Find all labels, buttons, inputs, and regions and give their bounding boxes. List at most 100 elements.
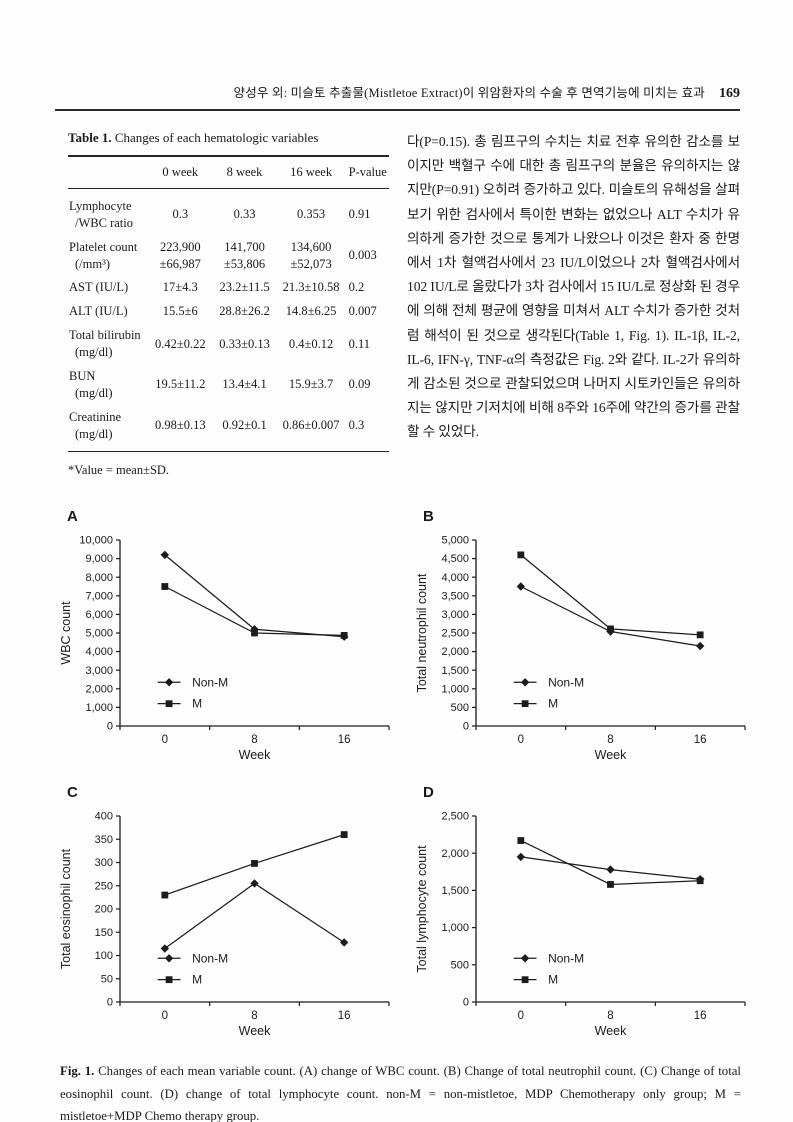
cell-pvalue: 0.003 (348, 248, 377, 263)
legend-label: M (192, 697, 202, 711)
x-axis-title: Week (239, 748, 271, 762)
body-text-column: 다(P=0.15). 총 림프구의 수치는 치료 전후 유의한 감소를 보이지만… (407, 130, 740, 478)
svg-text:8: 8 (607, 1010, 613, 1022)
row-label: Lymphocyte/WBC ratio (69, 198, 133, 230)
cell-value: 15.9±3.7 (288, 377, 334, 392)
svg-text:0: 0 (107, 721, 113, 733)
lymphocyte-count-chart: 0 500 1,000 1,500 2,000 2,500 0 8 16 Week Total ly… (414, 804, 766, 1048)
svg-text:300: 300 (95, 857, 113, 869)
col-header-variable (68, 154, 149, 189)
panel-label-b: B (423, 508, 434, 526)
svg-text:16: 16 (338, 734, 351, 746)
svg-text:3,000: 3,000 (85, 665, 113, 677)
row-label: ALT (IU/L) (69, 304, 128, 319)
svg-text:0: 0 (463, 997, 469, 1009)
panel-label-c: C (67, 784, 78, 802)
chart-panel-c: C 0 50 100 150 200 250 300 350 400 0 8 16 Week Total … (58, 784, 410, 1048)
cell-value: 28.8±26.2 (219, 304, 270, 319)
header-rule (55, 109, 740, 111)
chart-panel-b: B 0 500 1,000 1,500 2,000 2,500 3,000 3,500 4,00… (414, 508, 766, 772)
cell-value: 0.33 (233, 207, 256, 222)
chart-panel-a: A 0 1,000 2,000 3,000 4,000 5,000 6,000 7,000 8,… (58, 508, 410, 772)
cell-value: 141,700 ±53,806 (223, 239, 266, 271)
legend-label: Non-M (192, 676, 228, 690)
cell-value: 134,600 ±52,073 (290, 239, 332, 271)
hematologic-table: 0 week 8 week 16 week P-value Lymphocyte… (68, 154, 389, 453)
table-body: Lymphocyte/WBC ratio 0.3 0.33 0.353 0.91 Plat… (68, 188, 389, 453)
cell-value: 0.353 (297, 207, 326, 222)
cell-value: 223,900 ±66,987 (159, 239, 201, 271)
cell-pvalue: 0.007 (348, 304, 377, 319)
table-title-text: Changes of each hematologic variables (114, 130, 319, 145)
chart-svg: 0 1,000 2,000 3,000 4,000 5,000 6,000 7,000 8,00… (59, 535, 390, 762)
svg-text:400: 400 (95, 811, 113, 823)
table-footnote: *Value = mean±SD. (68, 463, 170, 478)
table-row: Total bilirubin (mg/dl) 0.42±0.22 0.33±0.13… (68, 324, 389, 365)
svg-text:0: 0 (107, 997, 113, 1009)
running-title: 양성우 외: 미슬토 추출물(Mistletoe Extract)이 위암환자의… (233, 86, 705, 100)
cell-value: 23.2±11.5 (219, 280, 270, 295)
svg-text:100: 100 (95, 950, 113, 962)
page-number: 169 (719, 86, 740, 101)
svg-text:1,500: 1,500 (441, 885, 469, 897)
col-header-pvalue: P-value (345, 154, 389, 189)
svg-text:1,000: 1,000 (441, 684, 469, 696)
svg-text:16: 16 (338, 1010, 351, 1022)
figure-caption-label: Fig. 1. (60, 1064, 95, 1079)
svg-text:4,500: 4,500 (441, 554, 469, 566)
svg-text:8: 8 (607, 734, 613, 746)
figure-caption: Fig. 1. Changes of each mean variable co… (60, 1060, 741, 1122)
cell-value: 0.33±0.13 (219, 336, 270, 351)
row-label: Platelet count (/mm³) (69, 239, 138, 271)
y-axis-title: WBC count (59, 601, 73, 665)
y-axis-title: Total eosinophil count (59, 849, 73, 970)
svg-text:500: 500 (451, 702, 469, 714)
chart-svg: 0 50 100 150 200 250 300 350 400 0 8 16 Week Total eo… (59, 811, 390, 1038)
svg-text:9,000: 9,000 (85, 554, 113, 566)
row-label: BUN (mg/dl) (69, 368, 113, 400)
svg-text:6,000: 6,000 (85, 609, 113, 621)
svg-text:5,000: 5,000 (441, 535, 469, 547)
legend-label: M (548, 973, 558, 987)
svg-text:3,000: 3,000 (441, 609, 469, 621)
svg-text:8: 8 (251, 734, 257, 746)
svg-text:250: 250 (95, 881, 113, 893)
table-row: BUN (mg/dl) 19.5±11.2 13.4±4.1 15.9±3.7 0.09 (68, 364, 389, 405)
svg-text:5,000: 5,000 (85, 628, 113, 640)
table-title-label: Table 1. (68, 130, 112, 145)
svg-text:0: 0 (162, 1010, 168, 1022)
svg-text:16: 16 (694, 734, 707, 746)
svg-text:50: 50 (101, 974, 113, 986)
svg-text:0: 0 (162, 734, 168, 746)
legend-label: M (192, 973, 202, 987)
cell-value: 14.8±6.25 (285, 304, 337, 319)
eosinophil-count-chart: 0 50 100 150 200 250 300 350 400 0 8 16 Week Total eo… (58, 804, 410, 1048)
x-axis-title: Week (239, 1024, 271, 1038)
col-header-0week: 0 week (148, 154, 213, 189)
svg-text:2,500: 2,500 (441, 628, 469, 640)
svg-text:500: 500 (451, 960, 469, 972)
svg-text:0: 0 (463, 721, 469, 733)
svg-text:0: 0 (518, 1010, 524, 1022)
table-title: Table 1. Changes of each hematologic var… (68, 130, 389, 146)
body-paragraph: 다(P=0.15). 총 림프구의 수치는 치료 전후 유의한 감소를 보이지만… (407, 134, 740, 440)
svg-text:200: 200 (95, 904, 113, 916)
cell-value: 0.4±0.12 (288, 336, 334, 351)
svg-text:3,500: 3,500 (441, 591, 469, 603)
svg-text:7,000: 7,000 (85, 591, 113, 603)
cell-value: 21.3±10.58 (282, 280, 340, 295)
cell-value: 13.4±4.1 (222, 377, 267, 392)
cell-value: 15.5±6 (162, 304, 198, 319)
table-row: AST (IU/L) 17±4.3 23.2±11.5 21.3±10.58 0.2 (68, 276, 389, 300)
cell-pvalue: 0.91 (348, 207, 371, 222)
cell-value: 0.42±0.22 (154, 336, 206, 351)
chart-svg: 0 500 1,000 1,500 2,000 2,500 0 8 16 Week Total ly… (415, 811, 746, 1038)
table-row: Creatinine (mg/dl) 0.98±0.13 0.92±0.1 0.86±0… (68, 405, 389, 453)
chart-panel-d: D 0 500 1,000 1,500 2,000 2,500 0 8 16 Week Total … (414, 784, 766, 1048)
row-label: Total bilirubin (mg/dl) (69, 328, 141, 359)
cell-pvalue: 0.3 (345, 405, 389, 453)
figure-caption-text: Changes of each mean variable count. (A)… (60, 1064, 741, 1122)
svg-text:16: 16 (694, 1010, 707, 1022)
cell-value: 0.3 (172, 207, 189, 222)
